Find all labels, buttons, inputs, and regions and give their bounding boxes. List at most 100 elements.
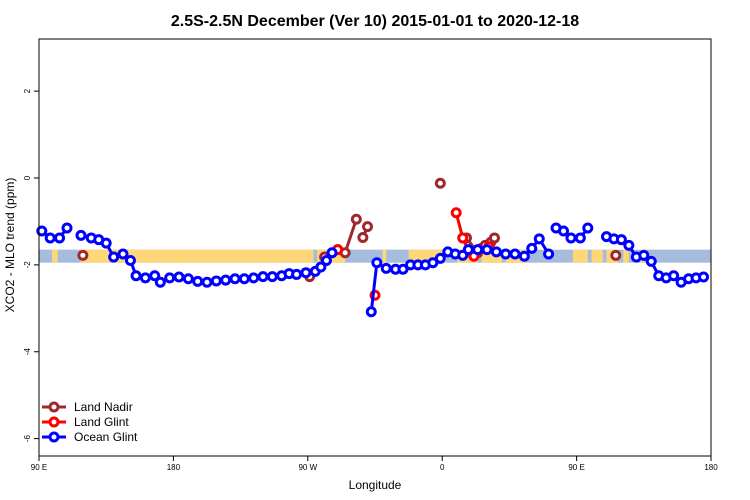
- land-band-segment: [52, 249, 58, 263]
- data-point: [397, 263, 409, 275]
- data-point: [238, 273, 250, 285]
- y-tick-label: -2: [23, 261, 32, 269]
- data-point: [257, 271, 269, 283]
- data-point: [100, 237, 112, 249]
- land-band-segment: [623, 249, 629, 263]
- data-point: [481, 244, 493, 256]
- data-point: [210, 275, 222, 287]
- x-tick-label: 180: [167, 463, 181, 472]
- data-point: [427, 257, 439, 269]
- land-band-segment: [382, 249, 387, 263]
- series-ocean-glint: [36, 222, 710, 318]
- data-point: [638, 249, 650, 261]
- data-point: [462, 244, 474, 256]
- data-point: [77, 249, 89, 261]
- data-point: [201, 276, 213, 288]
- data-point: [457, 232, 469, 244]
- data-point: [75, 229, 87, 241]
- data-point: [192, 275, 204, 287]
- data-point: [164, 272, 176, 284]
- data-point: [645, 255, 657, 267]
- x-tick-label: 90 E: [31, 463, 47, 472]
- plot-frame: [38, 38, 712, 457]
- land-band-segment: [572, 249, 588, 263]
- series-land-glint: [332, 207, 495, 301]
- data-point: [371, 257, 383, 269]
- y-tick-label: 2: [23, 88, 32, 93]
- data-point: [320, 255, 332, 267]
- data-point: [488, 232, 500, 244]
- data-point: [61, 222, 73, 234]
- data-point: [291, 268, 303, 280]
- x-tick-label: 90 W: [298, 463, 317, 472]
- data-point: [350, 213, 362, 225]
- data-point: [326, 247, 338, 259]
- data-point: [668, 270, 680, 282]
- data-point: [139, 272, 151, 284]
- data-point: [124, 255, 136, 267]
- data-point: [610, 249, 622, 261]
- data-point: [357, 232, 369, 244]
- data-point: [500, 248, 512, 260]
- data-point: [558, 225, 570, 237]
- data-point: [698, 271, 710, 283]
- data-point: [154, 276, 166, 288]
- data-point: [574, 232, 586, 244]
- y-axis: 2 0 -2 -4 -6: [23, 88, 39, 442]
- data-point: [220, 274, 232, 286]
- plot-area: [39, 39, 711, 456]
- data-point: [266, 271, 278, 283]
- data-point: [362, 221, 374, 233]
- legend-entry: Ocean Glint: [74, 430, 138, 444]
- legend-entry: Land Glint: [74, 415, 129, 429]
- data-point: [472, 244, 484, 256]
- legend-marker: [48, 431, 60, 443]
- data-point: [229, 273, 241, 285]
- legend-marker: [48, 416, 60, 428]
- x-axis: 90 E 180 90 W 0 90 E 180: [31, 456, 718, 472]
- x-tick-label: 180: [704, 463, 718, 472]
- data-point: [117, 248, 129, 260]
- land-band-segment: [80, 249, 314, 263]
- y-axis-label: XCO2 - MLO trend (ppm): [3, 178, 17, 313]
- data-point: [434, 177, 446, 189]
- data-point: [149, 270, 161, 282]
- data-point: [518, 250, 530, 262]
- data-point: [108, 251, 120, 263]
- data-point: [582, 222, 594, 234]
- data-point: [380, 262, 392, 274]
- data-point: [182, 273, 194, 285]
- data-point: [543, 248, 555, 260]
- data-point: [54, 232, 66, 244]
- data-point: [365, 306, 377, 318]
- data-point: [36, 225, 48, 237]
- data-point: [509, 248, 521, 260]
- data-point: [248, 272, 260, 284]
- data-point: [300, 267, 312, 279]
- x-tick-label: 90 E: [568, 463, 584, 472]
- legend-marker: [48, 401, 60, 413]
- plot-background: [39, 39, 711, 456]
- y-tick-label: -4: [23, 348, 32, 356]
- x-axis-label: Longitude: [349, 478, 402, 492]
- data-point: [565, 232, 577, 244]
- data-point: [526, 242, 538, 254]
- y-tick-label: -6: [23, 435, 32, 443]
- data-point: [130, 270, 142, 282]
- chart-title: 2.5S-2.5N December (Ver 10) 2015-01-01 t…: [171, 13, 579, 30]
- land-band-segment: [591, 249, 603, 263]
- data-point: [490, 246, 502, 258]
- data-point: [315, 261, 327, 273]
- data-point: [173, 271, 185, 283]
- data-point: [450, 207, 462, 219]
- y-tick-label: 0: [23, 175, 32, 180]
- data-point: [44, 232, 56, 244]
- legend-entry: Land Nadir: [74, 400, 133, 414]
- data-point: [623, 239, 635, 251]
- series-layer: [36, 177, 710, 318]
- x-tick-label: 0: [440, 463, 445, 472]
- data-point: [615, 234, 627, 246]
- data-point: [434, 252, 446, 264]
